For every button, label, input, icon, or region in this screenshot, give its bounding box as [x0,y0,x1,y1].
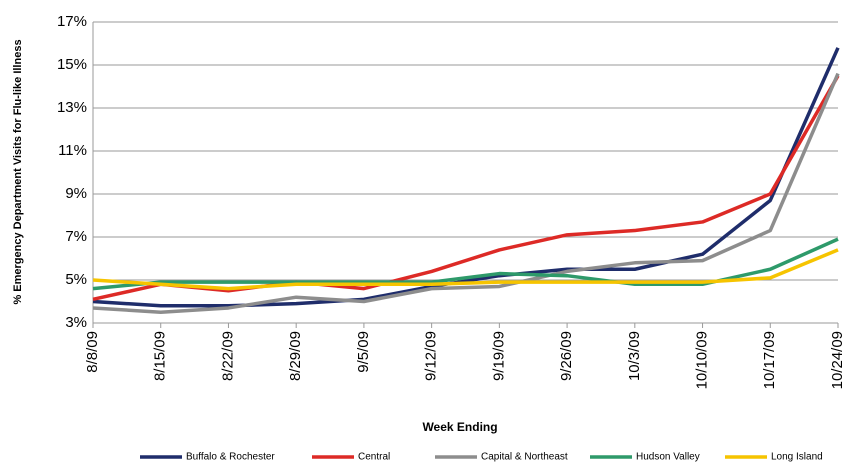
series-line [92,72,840,314]
legend-label: Hudson Valley [636,452,700,463]
y-tick-label: 7% [65,228,87,245]
y-axis-label: % Emergency Department Visits for Flu-li… [12,39,24,304]
x-tick-label: 8/22/09 [219,331,236,381]
legend-label: Buffalo & Rochester [186,452,275,463]
y-tick-label: 3% [65,314,87,331]
x-tick-label: 10/17/09 [761,331,778,389]
x-tick-label: 8/15/09 [152,331,169,381]
legend-label: Long Island [771,452,823,463]
y-tick-label: 11% [58,142,87,159]
x-tick-label: 8/8/09 [84,331,101,373]
x-tick-label: 9/5/09 [355,331,372,373]
y-tick-label: 17% [57,13,87,30]
series-line [92,47,840,308]
x-tick-label: 8/29/09 [287,331,304,381]
y-tick-label: 15% [57,56,87,73]
x-tick-label: 9/19/09 [490,331,507,381]
series-line [92,74,840,302]
legend-label: Central [358,452,390,463]
legend-label: Capital & Northeast [481,452,568,463]
y-tick-label: 13% [57,99,87,116]
y-tick-label: 5% [65,271,87,288]
x-tick-label: 10/3/09 [626,331,643,381]
x-axis-label: Week Ending [422,420,497,434]
x-tick-label: 9/26/09 [558,331,575,381]
x-tick-label: 10/10/09 [694,331,711,389]
x-tick-label: 10/24/09 [829,331,843,389]
x-tick-label: 9/12/09 [423,331,440,381]
y-tick-label: 9% [65,185,87,202]
series-line [92,248,839,291]
